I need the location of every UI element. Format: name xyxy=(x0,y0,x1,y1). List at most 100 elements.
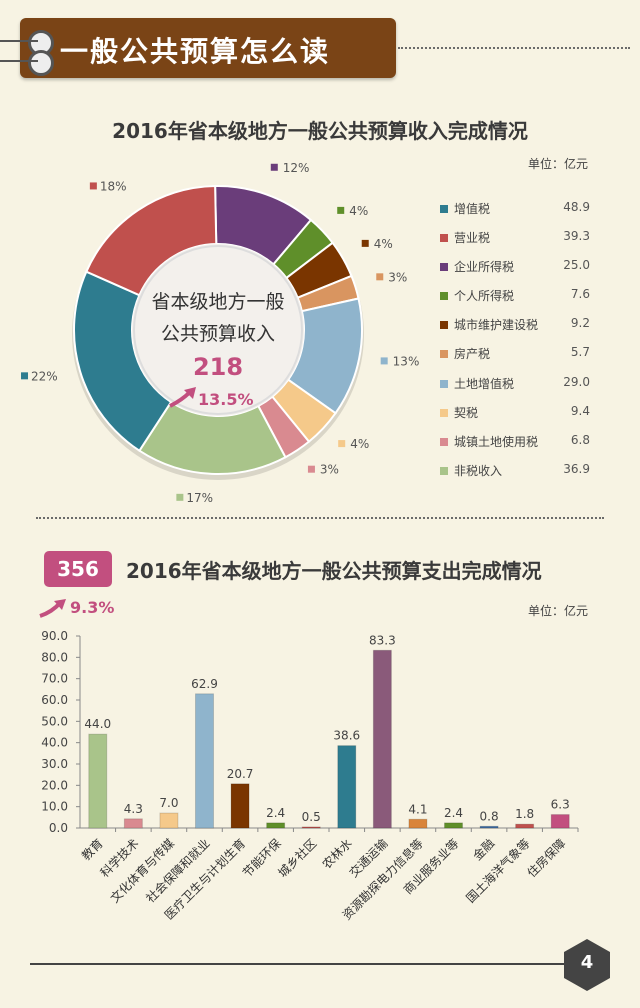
y-tick-label: 50.0 xyxy=(41,714,68,728)
y-tick-label: 40.0 xyxy=(41,736,68,750)
income-donut-chart: 12% 4% 4% 3% 13% 4% 3% 17% 22% 18% 省本级地方一般公共预算收入 21… xyxy=(21,161,420,505)
expense-chart-title: 2016年省本级地方一般公共预算支出完成情况 xyxy=(126,559,542,583)
legend-item: 营业税 39.3 xyxy=(440,228,610,257)
pct-label-swatch xyxy=(338,440,346,448)
legend-item: 非税收入 36.9 xyxy=(440,461,610,490)
legend-value: 25.0 xyxy=(563,258,590,273)
legend-swatch xyxy=(440,466,448,475)
bar xyxy=(550,814,570,829)
bar xyxy=(444,822,463,829)
bar xyxy=(266,822,286,829)
legend-label: 个人所得税 xyxy=(454,289,515,304)
donut-center-ring xyxy=(133,245,303,415)
legend-item: 契税 9.4 xyxy=(440,403,610,432)
pct-label-swatch xyxy=(337,206,345,214)
pct-label-swatch xyxy=(89,182,97,190)
legend-swatch xyxy=(440,350,448,359)
legend-value: 9.4 xyxy=(570,403,590,418)
bar-value-label: 38.6 xyxy=(333,729,360,743)
category-label: 城乡社区 xyxy=(275,836,320,881)
growth-arrow-icon xyxy=(39,599,66,618)
legend-value: 7.6 xyxy=(570,287,590,302)
expense-bar-chart: 90.0 80.0 70.0 60.0 50.0 40.0 30.0 20.0 10.0 0.0 4… xyxy=(41,629,579,922)
category-label: 节能环保 xyxy=(240,836,284,880)
donut-slice xyxy=(85,185,218,297)
binder-wire xyxy=(0,40,38,42)
category-label: 社会保障和就业 xyxy=(143,836,213,906)
legend-label: 土地增值税 xyxy=(454,376,515,391)
bar-value-label: 6.3 xyxy=(551,798,570,812)
bar-value-label: 62.9 xyxy=(191,677,218,691)
category-label: 金融 xyxy=(470,836,498,864)
legend-swatch xyxy=(440,321,448,330)
page-number: 4 xyxy=(580,952,594,973)
pct-label: 22% xyxy=(31,369,58,383)
legend-value: 9.2 xyxy=(570,316,590,331)
bar xyxy=(479,825,499,829)
y-tick-label: 90.0 xyxy=(41,629,68,643)
bar xyxy=(301,826,321,829)
y-tick-label: 80.0 xyxy=(41,650,68,664)
pct-label: 17% xyxy=(186,491,213,505)
legend-label: 企业所得税 xyxy=(454,260,515,275)
bar xyxy=(337,745,357,829)
legend-item: 个人所得税 7.6 xyxy=(440,286,610,315)
bar-value-label: 1.8 xyxy=(515,807,534,821)
pct-label: 13% xyxy=(393,354,420,368)
legend-value: 48.9 xyxy=(563,200,590,214)
income-total: 218 xyxy=(193,353,243,381)
legend-value: 5.7 xyxy=(570,345,590,360)
legend-item: 房产税 5.7 xyxy=(440,344,610,373)
bar-value-label: 44.0 xyxy=(84,717,111,731)
legend-swatch xyxy=(440,234,448,243)
expense-growth: 9.3% xyxy=(70,598,115,617)
legend-item: 土地增值税 29.0 xyxy=(440,374,610,403)
income-growth: 13.5% xyxy=(198,390,254,409)
bar-value-label: 7.0 xyxy=(159,796,178,810)
pct-label-swatch xyxy=(361,239,369,247)
legend-label: 营业税 xyxy=(454,231,491,246)
legend-label: 增值税 xyxy=(454,202,491,216)
binder-wire xyxy=(0,60,38,62)
legend-value: 39.3 xyxy=(563,229,590,244)
y-tick-label: 60.0 xyxy=(41,693,68,707)
pct-label-swatch xyxy=(176,493,184,501)
legend-item: 城镇土地使用税 6.8 xyxy=(440,432,610,461)
income-legend: 增值税 48.9 营业税 39.3 企业所得税 25.0 个人所得税 7.6 城市维护建设税 9.… xyxy=(440,199,610,490)
legend-value: 6.8 xyxy=(570,432,590,447)
bar-value-label: 4.3 xyxy=(124,802,143,816)
bar-value-label: 83.3 xyxy=(369,633,396,647)
legend-swatch xyxy=(440,379,448,388)
legend-value: 29.0 xyxy=(563,374,590,389)
legend-label: 城镇土地使用税 xyxy=(454,434,539,449)
pct-label: 3% xyxy=(388,270,407,284)
category-label: 教育 xyxy=(78,836,106,864)
pct-label-swatch xyxy=(21,372,29,380)
pct-label: 4% xyxy=(350,437,369,451)
legend-item: 企业所得税 25.0 xyxy=(440,257,610,286)
binder-ring-icon xyxy=(28,50,54,76)
pct-label-swatch xyxy=(307,465,315,473)
donut-center xyxy=(132,244,304,416)
income-chart-title: 2016年省本级地方一般公共预算收入完成情况 xyxy=(112,119,528,143)
legend-label: 城市维护建设税 xyxy=(454,318,539,333)
bar xyxy=(88,733,108,829)
header-dotted-line xyxy=(398,47,630,49)
growth-arrow-head-icon xyxy=(184,387,196,399)
legend-label: 房产税 xyxy=(454,347,491,362)
bar-value-label: 20.7 xyxy=(227,767,254,781)
legend-swatch xyxy=(440,292,448,301)
legend-swatch xyxy=(440,205,448,213)
legend-swatch xyxy=(440,408,448,417)
income-unit: 单位：亿元 xyxy=(528,157,589,171)
bar xyxy=(159,812,179,829)
section-divider xyxy=(36,517,604,519)
category-label: 文化体育与传媒 xyxy=(107,836,177,906)
pct-label: 4% xyxy=(374,237,393,251)
y-tick-label: 20.0 xyxy=(41,778,68,792)
center-line-1: 省本级地方一般 xyxy=(151,291,284,313)
bar xyxy=(408,818,428,829)
page-number-hexagon xyxy=(564,939,610,991)
pct-label-swatch xyxy=(380,357,388,365)
pct-label: 3% xyxy=(320,463,339,477)
